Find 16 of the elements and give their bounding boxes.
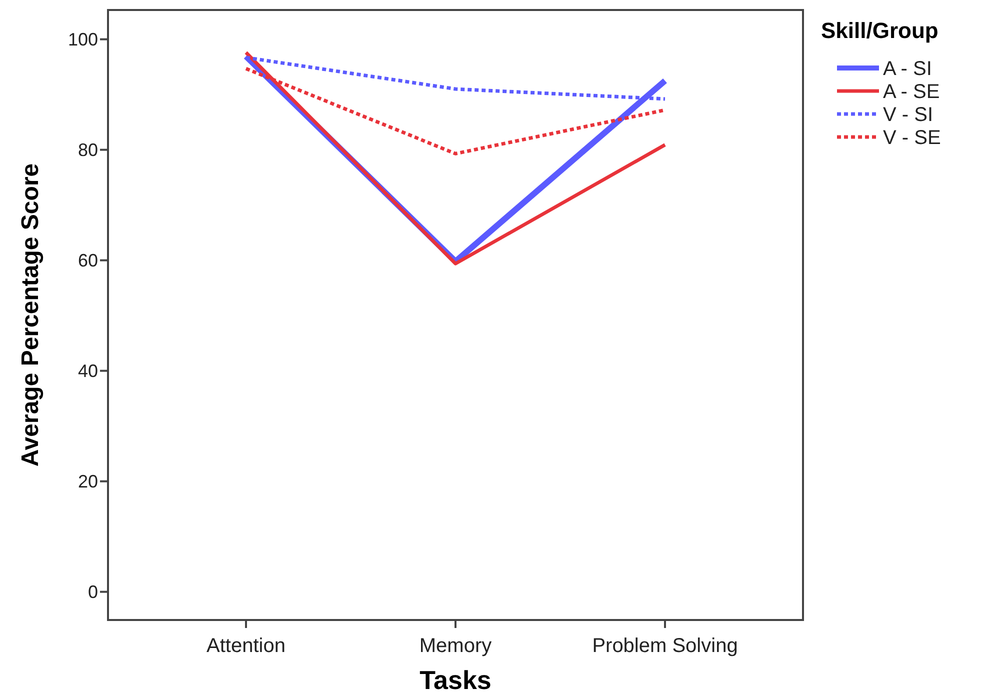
y-axis-title: Average Percentage Score	[17, 163, 44, 467]
legend-label: A - SE	[883, 81, 940, 103]
legend-label: A - SI	[883, 58, 932, 80]
legend-label: V - SE	[883, 127, 941, 149]
y-tick-label: 60	[78, 250, 98, 271]
y-tick-label: 100	[68, 30, 98, 50]
x-tick-label: Memory	[419, 635, 492, 657]
x-axis-title: Tasks	[420, 665, 492, 695]
y-tick-label: 20	[78, 472, 98, 492]
y-tick-label: 40	[78, 361, 98, 382]
x-tick-label: Attention	[206, 635, 286, 657]
y-tick-label: 0	[88, 582, 98, 602]
y-tick-label: 80	[78, 140, 98, 160]
legend-label: V - SI	[883, 104, 934, 126]
legend-title: Skill/Group	[821, 18, 938, 43]
x-tick-label: Problem Solving	[592, 635, 738, 657]
